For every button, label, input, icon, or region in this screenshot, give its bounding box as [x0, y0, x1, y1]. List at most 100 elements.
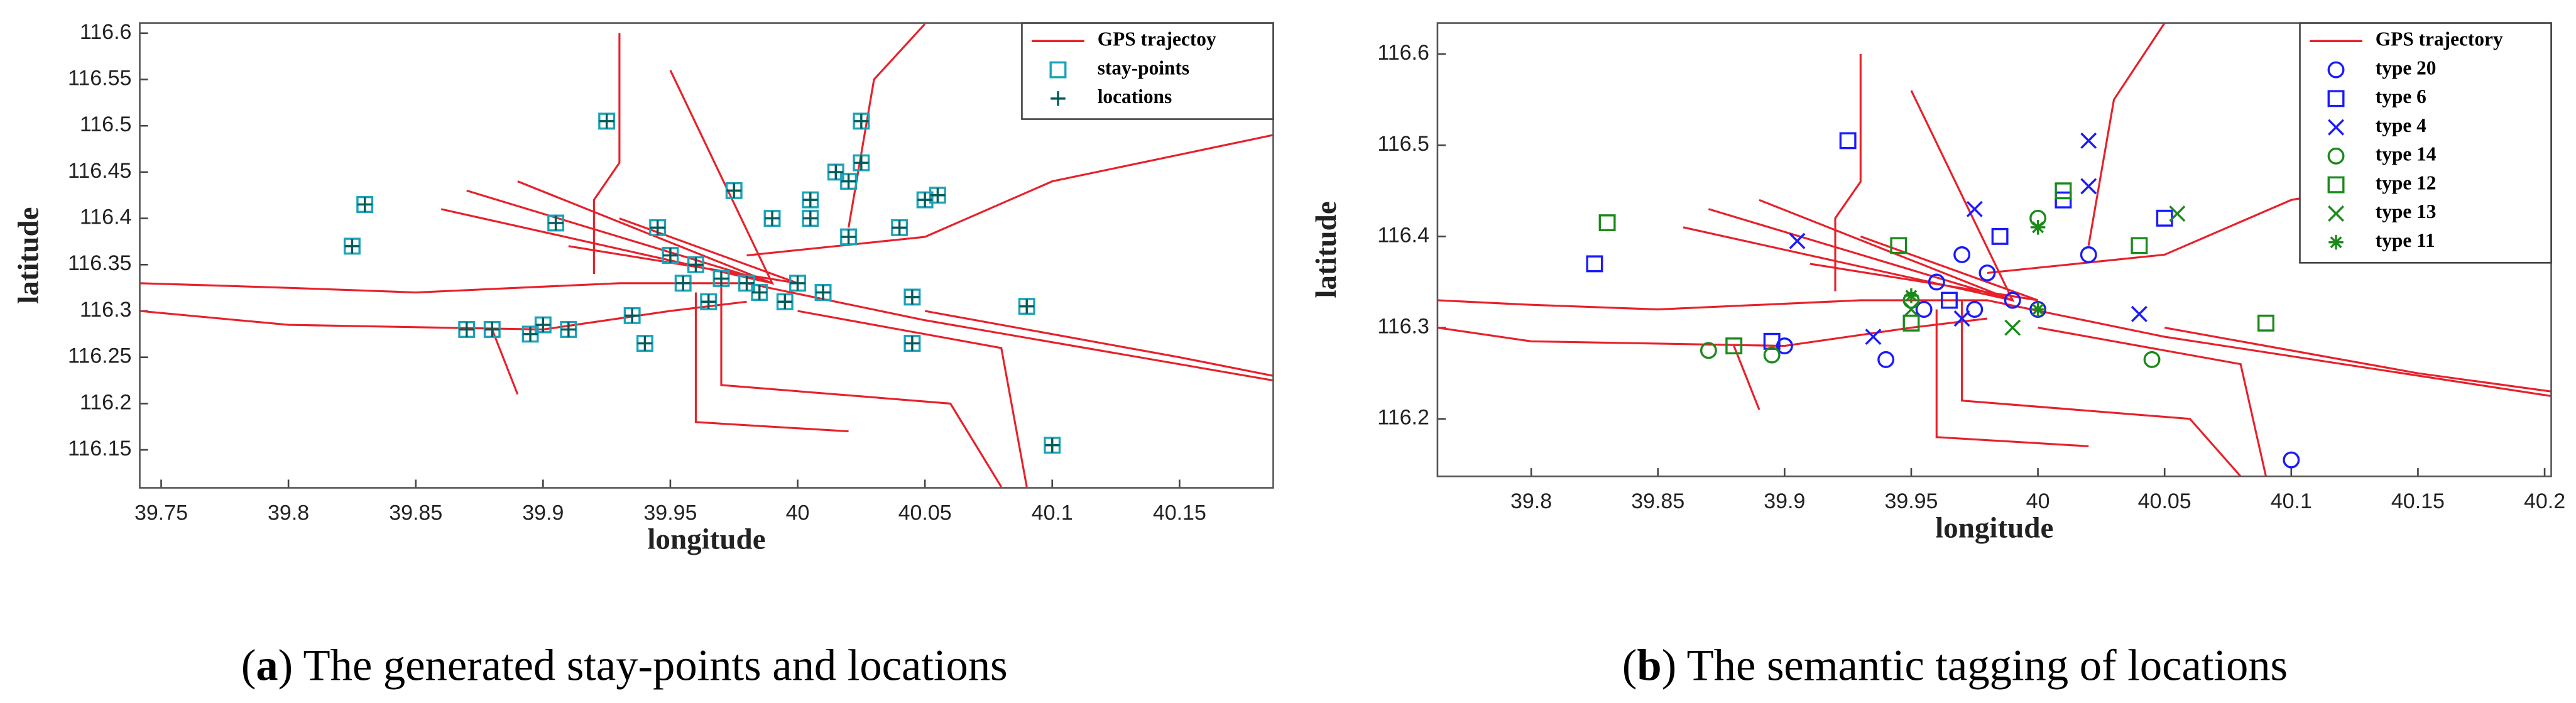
y-tick-label: 116.15 [68, 437, 131, 460]
marker-circle [2004, 292, 2021, 309]
marker-square [1725, 337, 1743, 355]
marker-square [1839, 132, 1857, 150]
y-axis-label: latitude [13, 207, 45, 303]
marker-circle [1877, 351, 1895, 368]
marker-plus [917, 192, 932, 207]
y-tick-label: 116.25 [68, 344, 131, 368]
legend-label: type 12 [2376, 172, 2437, 193]
marker-cross [1789, 232, 1806, 249]
marker-asterisk [2030, 220, 2046, 235]
marker-square [1991, 227, 2009, 245]
legend-box [1021, 22, 1274, 120]
y-tick-label: 116.2 [80, 390, 131, 414]
y-tick-label: 116.4 [80, 205, 131, 229]
marker-plus [548, 215, 564, 231]
marker-plus [777, 294, 793, 310]
marker-cross [2169, 205, 2186, 222]
marker-circle [1978, 264, 1996, 281]
y-tick-label: 116.5 [80, 112, 131, 136]
marker-plus [803, 192, 818, 207]
marker-plus [625, 308, 640, 324]
marker-circle [2327, 61, 2345, 79]
marker-plus [357, 197, 373, 212]
marker-plus [892, 220, 907, 236]
x-tick-label: 40 [2026, 489, 2050, 513]
legend-label: type 14 [2376, 143, 2437, 165]
y-axis-label: latitude [1310, 201, 1343, 298]
legend-box [2299, 22, 2552, 264]
marker-cross [2328, 119, 2345, 136]
y-tick-label: 116.4 [1377, 223, 1429, 247]
marker-circle [1953, 246, 1971, 263]
y-tick-label: 116.55 [68, 66, 131, 90]
x-axis-label: longitude [647, 523, 765, 556]
marker-square [1940, 292, 1958, 309]
marker-plus [535, 317, 551, 332]
y-tick-label: 116.3 [80, 298, 131, 322]
marker-asterisk [2030, 302, 2046, 317]
marker-plus [905, 335, 920, 351]
x-tick-label: 40.05 [898, 501, 952, 525]
marker-circle [2327, 147, 2345, 165]
caption: (a) The generated stay-points and locati… [241, 641, 1008, 690]
caption-part: a [256, 641, 278, 690]
marker-plus [714, 271, 729, 286]
marker-plus [854, 114, 869, 129]
marker-cross [1953, 310, 1970, 327]
marker-circle [1915, 301, 1933, 318]
caption-part: ( [1622, 641, 1637, 690]
marker-plus [905, 290, 920, 305]
marker-cross [1865, 329, 1882, 346]
marker-circle [1763, 346, 1781, 364]
marker-circle [2143, 351, 2161, 368]
x-tick-label: 39.85 [389, 501, 442, 525]
marker-square [1586, 255, 1603, 273]
marker-plus [675, 276, 690, 291]
x-tick-label: 39.8 [268, 501, 309, 525]
x-tick-label: 39.8 [1510, 489, 1552, 513]
caption-part: ) The semantic tagging of locations [1662, 641, 2288, 690]
marker-plus [344, 239, 360, 254]
x-tick-label: 39.9 [1764, 489, 1805, 513]
marker-plus [1044, 437, 1060, 453]
caption-part: b [1637, 641, 1661, 690]
marker-asterisk [1904, 288, 1919, 303]
marker-square [1902, 314, 1920, 332]
marker-asterisk [2328, 234, 2344, 250]
chart: 39.8 39.85 39.9 39.95 40 40.05 40.1 40.15 40.2 11… [1310, 22, 2565, 690]
marker-plus [523, 327, 538, 342]
x-tick-label: 40.05 [2138, 489, 2191, 513]
x-tick-label: 39.9 [522, 501, 564, 525]
marker-plus [816, 285, 831, 300]
marker-cross [2131, 305, 2148, 322]
marker-square [2327, 90, 2345, 107]
legend-label: type 4 [2376, 114, 2426, 136]
marker-plus [751, 285, 767, 300]
marker-plus [841, 173, 856, 189]
marker-circle [1700, 342, 1717, 359]
x-tick-label: 40.1 [1032, 501, 1073, 525]
plot-layer [139, 23, 1274, 488]
x-tick-label: 40.15 [2391, 489, 2445, 513]
marker-square [1598, 214, 1616, 232]
marker-plus [739, 276, 755, 291]
marker-plus [561, 322, 576, 337]
marker-plus [663, 248, 678, 263]
marker-plus [599, 114, 614, 129]
marker-plus [841, 229, 856, 244]
marker-square [2131, 237, 2148, 254]
y-tick-label: 116.2 [1377, 406, 1429, 430]
legend-label: type 20 [2376, 57, 2437, 79]
y-tick-label: 116.45 [68, 159, 131, 183]
marker-square [1890, 237, 1907, 254]
marker-circle [1966, 301, 1984, 318]
marker-cross [2328, 205, 2345, 222]
marker-plus [650, 220, 665, 236]
plot-frame [139, 22, 1274, 489]
marker-cross [1966, 200, 1983, 217]
marker-plus [701, 294, 716, 310]
legend-label: type 6 [2376, 85, 2426, 107]
marker-plus [828, 165, 844, 180]
x-tick-label: 39.95 [643, 501, 697, 525]
